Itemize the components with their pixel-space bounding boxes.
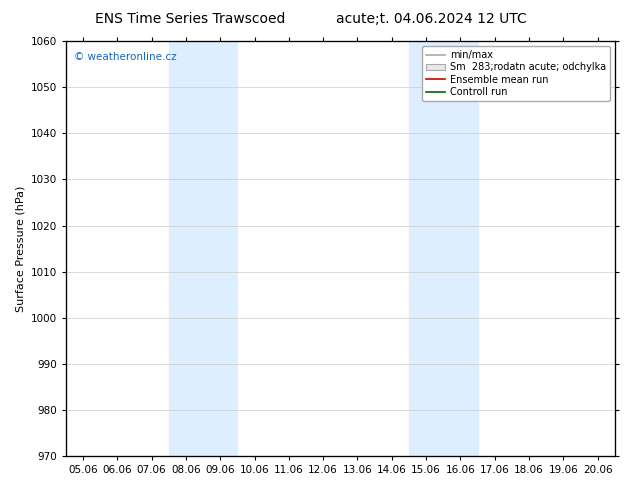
Text: © weatheronline.cz: © weatheronline.cz [74,51,177,62]
Y-axis label: Surface Pressure (hPa): Surface Pressure (hPa) [15,185,25,312]
Bar [169,41,237,456]
Text: ENS Time Series Trawscoed: ENS Time Series Trawscoed [95,12,285,26]
Bar [409,41,477,456]
Legend: min/max, Sm  283;rodatn acute; odchylka, Ensemble mean run, Controll run: min/max, Sm 283;rodatn acute; odchylka, … [422,46,610,101]
Text: acute;t. 04.06.2024 12 UTC: acute;t. 04.06.2024 12 UTC [336,12,526,26]
